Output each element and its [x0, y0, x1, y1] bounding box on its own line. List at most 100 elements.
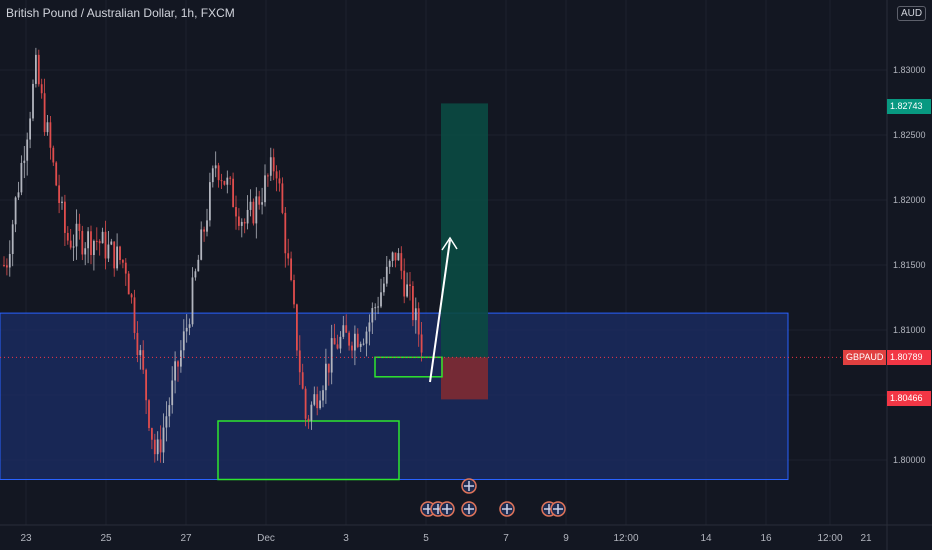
candle-body	[278, 178, 281, 184]
candle-body	[380, 292, 382, 307]
candle-body	[101, 231, 104, 244]
candle-body	[174, 361, 176, 381]
candle-body	[61, 201, 63, 203]
candle-body	[313, 394, 316, 405]
candle-body	[243, 221, 246, 224]
candle-body	[95, 240, 98, 242]
candle-body	[249, 201, 252, 210]
symbol-label: GBPAUD	[843, 350, 887, 365]
candle-body	[272, 157, 275, 172]
candle-body	[64, 201, 66, 233]
candle-body	[182, 331, 185, 351]
candle-body	[339, 336, 342, 349]
candle-body	[226, 177, 229, 185]
candle-body	[84, 248, 87, 255]
candle-body	[130, 294, 133, 298]
candle-body	[37, 54, 40, 85]
y-tick-label: 1.81500	[893, 260, 926, 270]
candle-body	[124, 262, 127, 274]
candle-body	[194, 271, 197, 278]
candle-body	[6, 265, 8, 268]
candle-body	[365, 331, 368, 344]
x-tick-label: 16	[760, 533, 772, 544]
candle-body	[93, 240, 95, 256]
candle-body	[66, 232, 69, 241]
candle-body	[145, 369, 147, 401]
candle-body	[209, 182, 211, 221]
y-tick-label: 1.83000	[893, 65, 926, 75]
candle-body	[55, 162, 58, 186]
candle-body	[78, 223, 81, 231]
candle-body	[32, 83, 34, 119]
candle-body	[246, 209, 249, 224]
candle-body	[8, 253, 11, 268]
candle-body	[217, 165, 220, 181]
candle-body	[232, 178, 234, 208]
y-tick-label: 1.81000	[893, 325, 926, 335]
candle-body	[333, 338, 336, 345]
candle-body	[214, 165, 217, 169]
candle-body	[281, 183, 284, 213]
candle-body	[235, 207, 237, 217]
candle-body	[206, 220, 208, 232]
candle-body	[72, 246, 75, 248]
target-zone-box[interactable]	[441, 103, 488, 358]
candle-body	[267, 175, 269, 177]
candle-body	[177, 361, 179, 367]
candle-body	[258, 196, 261, 205]
candle-body	[119, 246, 121, 260]
candle-body	[180, 350, 182, 367]
candle-body	[293, 280, 295, 305]
x-tick-label: 3	[343, 533, 349, 544]
candle-body	[420, 334, 423, 353]
candle-body	[151, 428, 153, 440]
candle-body	[377, 306, 379, 308]
candle-body	[252, 201, 255, 224]
chart-title: British Pound / Australian Dollar, 1h, F…	[6, 6, 235, 20]
projection-arrow[interactable]	[429, 236, 458, 383]
candle-body	[240, 221, 243, 226]
candle-body	[330, 338, 333, 373]
candle-body	[20, 162, 23, 193]
candle-body	[374, 307, 377, 309]
x-tick-label: 25	[100, 533, 112, 544]
candle-body	[391, 252, 394, 261]
economic-event-icons[interactable]	[420, 478, 566, 517]
candle-body	[110, 241, 113, 245]
candle-body	[81, 230, 84, 255]
candle-body	[417, 308, 420, 335]
candle-body	[113, 241, 116, 269]
candle-body	[255, 196, 258, 224]
y-tick-label: 1.82000	[893, 195, 926, 205]
x-tick-label: 9	[563, 533, 569, 544]
candle-body	[371, 308, 374, 323]
candle-body	[122, 259, 124, 263]
candle-body	[400, 253, 403, 271]
x-tick-label: 5	[423, 533, 429, 544]
candle-body	[26, 139, 29, 161]
stop-zone-box[interactable]	[441, 357, 488, 400]
arrow-shaft	[429, 239, 451, 383]
candle-body	[49, 122, 52, 148]
candle-body	[345, 325, 348, 333]
demand-zone[interactable]	[0, 312, 789, 480]
currency-badge[interactable]: AUD	[897, 6, 927, 21]
x-tick-label: 14	[700, 533, 712, 544]
candle-body	[133, 297, 136, 333]
candle-body	[116, 246, 118, 269]
candle-body	[304, 388, 307, 419]
current-price-label: 1.80789	[887, 350, 931, 365]
candle-body	[220, 180, 223, 182]
candle-body	[414, 308, 417, 321]
candle-body	[223, 181, 226, 185]
candle-body	[403, 270, 406, 297]
candle-body	[264, 175, 266, 203]
candle-body	[319, 400, 321, 409]
candle-body	[383, 283, 385, 293]
x-axis[interactable]: 23 25 27 Dec 3 5 7 9 12:00 14 16 12:00 21	[20, 533, 872, 544]
candle-body	[359, 343, 362, 347]
candle-body	[75, 223, 78, 247]
candle-body	[325, 363, 327, 391]
candle-body	[269, 157, 272, 176]
